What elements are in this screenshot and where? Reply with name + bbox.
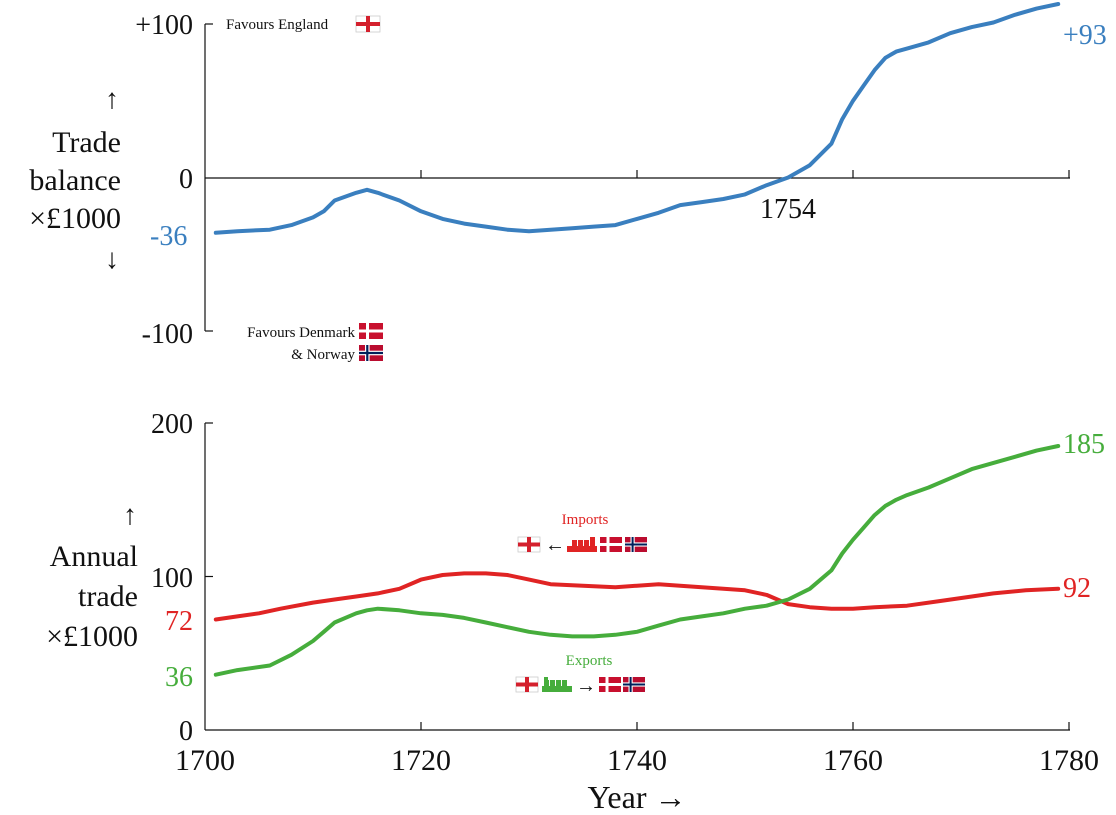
exports-series-line [213,444,1061,677]
trade-ytick-label-200: 200 [151,409,193,440]
favours-england-label: Favours England [226,17,329,33]
balance-ylabel-line3: ×£1000 [29,202,121,235]
england-flag-icon [355,15,381,33]
imports-denmark-flag-icon [600,537,622,552]
balance-ytick-label-minus100: -100 [142,319,193,350]
balance-series-line [213,2,1061,235]
balance-ylabel-line2: balance [29,164,121,197]
balance-ylabel-line1: Trade [52,126,121,159]
imports-end-value: 92 [1063,573,1091,604]
favours-norway-label: & Norway [291,347,355,363]
imports-cargo-ship-icon [567,537,597,552]
trade-ylabel-line3: ×£1000 [46,620,138,653]
denmark-flag-icon [359,323,383,339]
balance-panel: +100 0 -100 ↑ Trade balance ×£1000 ↓ -36… [29,2,1107,363]
xtick-label-1740: 1740 [607,744,667,777]
favours-denmark-label: Favours Denmark [247,325,355,341]
exports-end-value: 185 [1063,429,1105,460]
imports-series-line [213,571,1061,622]
trade-panel: 200 100 0 72 36 ↑ Annual trade ×£1000 17… [46,409,1105,815]
exports-cargo-ship-icon [542,677,572,692]
exports-label: Exports [566,653,613,669]
imports-norway-flag-icon [625,537,647,552]
balance-start-value: -36 [150,221,187,252]
exports-norway-flag-icon [623,677,645,692]
xtick-label-1760: 1760 [823,744,883,777]
trade-ylabel-arrow-up: ↑ [123,500,137,531]
trade-ytick-label-0: 0 [179,716,193,747]
xtick-label-1720: 1720 [391,744,451,777]
balance-end-value: +93 [1063,20,1107,51]
balance-ytick-label-0: 0 [179,164,193,195]
imports-england-flag-icon [517,536,541,553]
balance-crossing-year: 1754 [760,194,816,225]
trade-ytick-label-100: 100 [151,563,193,594]
exports-arrow-icon: → [576,675,596,697]
exports-denmark-flag-icon [599,677,621,692]
trade-ylabel-line2: trade [78,580,138,613]
trade-ylabel-line1: Annual [50,540,138,573]
norway-flag-icon [359,345,383,361]
balance-ylabel-arrow-down: ↓ [105,244,119,275]
exports-start-value: 36 [165,662,193,693]
exports-england-flag-icon [515,676,539,693]
imports-arrow-icon: ← [545,534,565,556]
x-axis-label: Year → [588,779,687,815]
imports-start-value: 72 [165,606,193,637]
xtick-label-1780: 1780 [1039,744,1099,777]
xtick-label-1700: 1700 [175,744,235,777]
balance-ytick-label-100: +100 [135,10,193,41]
balance-ylabel-arrow-up: ↑ [105,84,119,115]
imports-label: Imports [562,512,609,528]
